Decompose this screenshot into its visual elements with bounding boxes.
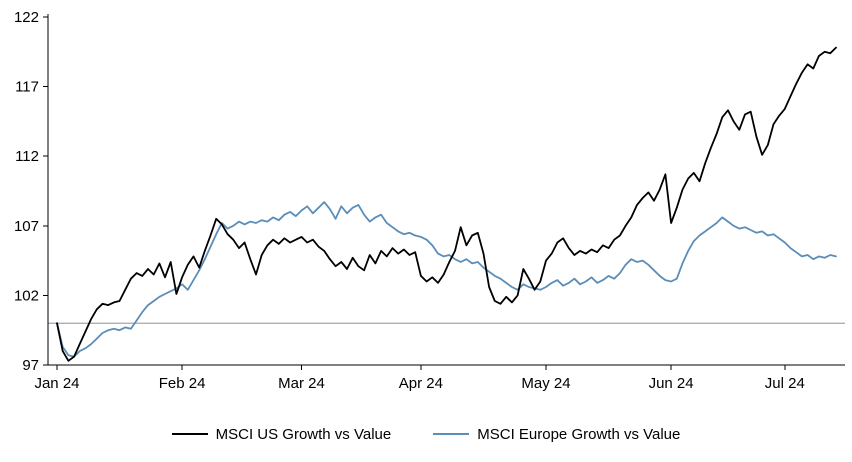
- svg-text:Apr 24: Apr 24: [399, 375, 443, 392]
- legend-item-us: MSCI US Growth vs Value: [171, 425, 392, 443]
- us-line-swatch: [171, 433, 208, 435]
- svg-text:117: 117: [15, 79, 39, 96]
- chart-canvas: 97 102 107 112 117 122 Jan 24 Feb 24 Mar 24 Apr 2…: [14, 9, 845, 392]
- chart-legend: MSCI US Growth vs Value MSCI Europe Grow…: [0, 406, 852, 462]
- svg-text:May 24: May 24: [521, 375, 570, 392]
- svg-text:107: 107: [14, 218, 39, 235]
- us-legend-label: MSCI US Growth vs Value: [215, 425, 392, 443]
- svg-text:Jan 24: Jan 24: [34, 375, 79, 392]
- europe-line-swatch: [433, 433, 470, 435]
- europe-legend-label: MSCI Europe Growth vs Value: [477, 425, 681, 443]
- svg-text:Feb 24: Feb 24: [159, 375, 206, 392]
- svg-text:97: 97: [22, 357, 39, 374]
- svg-text:Jun 24: Jun 24: [649, 375, 694, 392]
- svg-text:Mar 24: Mar 24: [278, 375, 325, 392]
- legend-item-europe: MSCI Europe Growth vs Value: [433, 426, 680, 443]
- svg-text:102: 102: [14, 287, 39, 304]
- svg-text:Jul 24: Jul 24: [765, 375, 805, 392]
- svg-text:112: 112: [15, 148, 39, 165]
- svg-text:122: 122: [14, 9, 39, 26]
